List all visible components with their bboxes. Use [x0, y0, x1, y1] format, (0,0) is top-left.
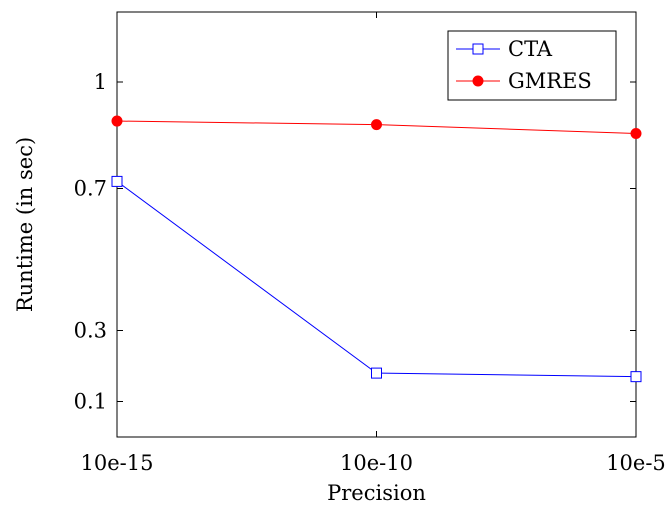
legend-entry-cta: CTA	[456, 37, 553, 61]
legend-label-gmres: GMRES	[508, 69, 592, 93]
series-layer	[111, 115, 642, 383]
legend-marker-gmres	[472, 75, 484, 87]
data-point-cta	[371, 367, 382, 379]
y-tick-label: 0.3	[74, 319, 107, 343]
y-axis-label: Runtime (in sec)	[13, 137, 37, 312]
x-tick-label: 10e-15	[81, 451, 154, 475]
data-point-gmres	[111, 115, 123, 127]
data-point-cta	[630, 371, 642, 383]
x-axis-ticks: 10e-15 10e-10 10e-5	[81, 12, 666, 475]
data-point-gmres	[371, 119, 382, 131]
data-point-cta	[111, 175, 123, 187]
series-gmres	[111, 115, 642, 139]
x-axis-label: Precision	[327, 481, 426, 505]
legend-box	[447, 30, 617, 101]
data-point-gmres	[630, 127, 642, 139]
series-cta	[111, 175, 642, 383]
legend-entry-gmres: GMRES	[456, 69, 592, 93]
y-tick-label: 0.7	[74, 177, 107, 201]
legend-marker-cta	[472, 43, 484, 55]
series-line-cta	[116, 180, 637, 378]
x-tick-label: 10e-10	[340, 451, 413, 475]
legend-label-cta: CTA	[508, 37, 553, 61]
legend: CTA GMRES	[447, 30, 617, 101]
y-tick-label: 0.1	[74, 390, 107, 414]
y-axis-ticks: 0.1 0.3 0.7 1	[74, 70, 636, 414]
x-tick-label: 10e-5	[606, 451, 666, 475]
y-tick-label: 1	[94, 70, 107, 94]
